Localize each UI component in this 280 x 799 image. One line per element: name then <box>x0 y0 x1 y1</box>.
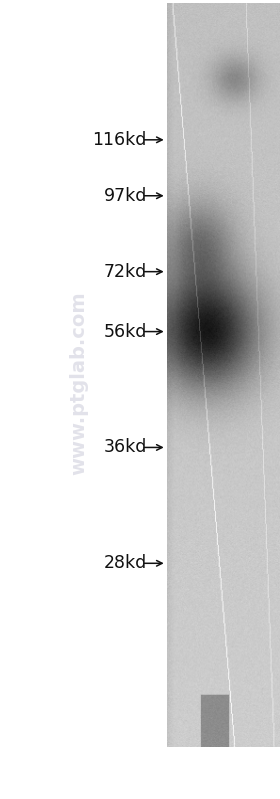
Text: 56kd: 56kd <box>104 323 147 340</box>
Text: 72kd: 72kd <box>104 263 147 280</box>
Text: 28kd: 28kd <box>104 555 147 572</box>
Text: www.ptglab.com: www.ptglab.com <box>69 292 88 475</box>
Text: 116kd: 116kd <box>93 131 147 149</box>
Text: 36kd: 36kd <box>104 439 147 456</box>
Text: 97kd: 97kd <box>104 187 147 205</box>
